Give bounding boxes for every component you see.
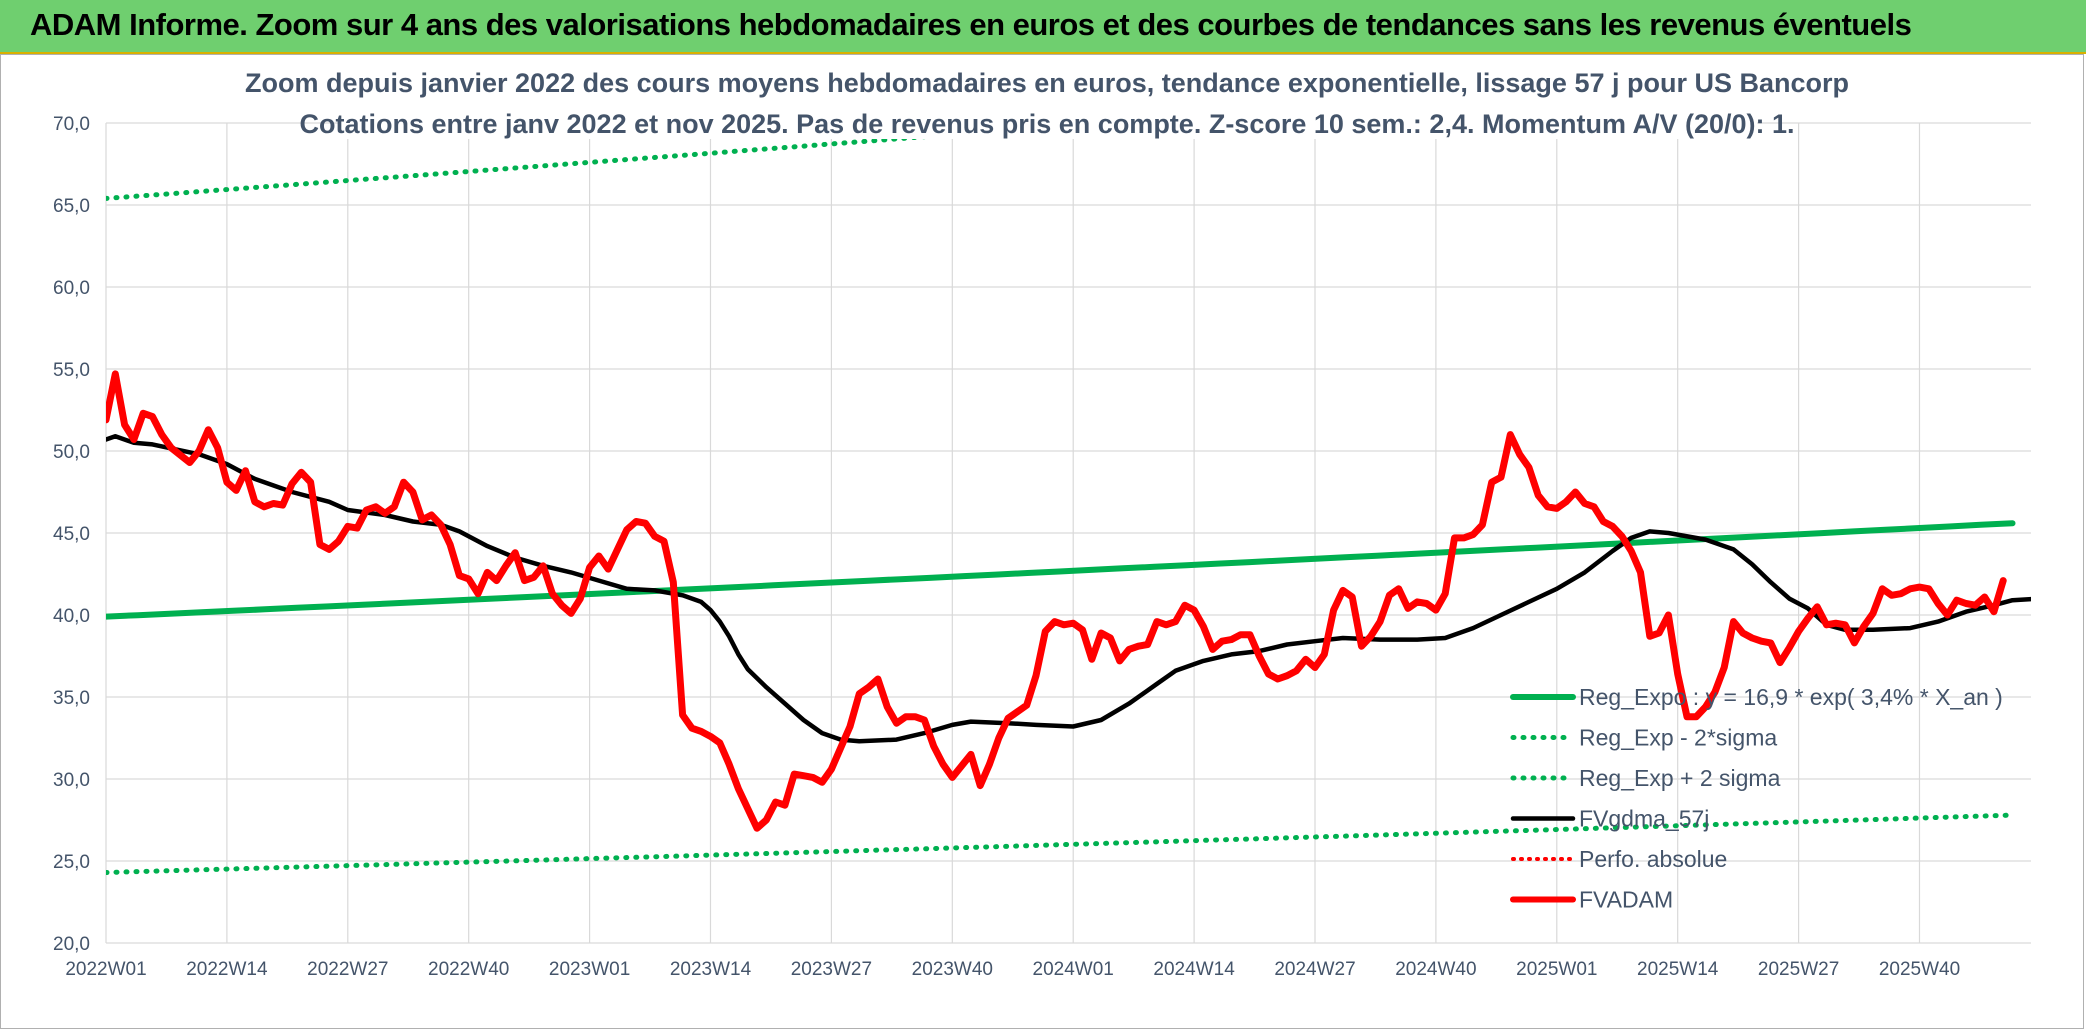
x-tick-label: 2023W14 (670, 959, 752, 980)
x-tick-label: 2023W27 (791, 959, 872, 980)
x-tick-label: 2025W14 (1637, 959, 1719, 980)
chart-title: Zoom depuis janvier 2022 des cours moyen… (245, 68, 1849, 98)
y-tick-label: 30,0 (53, 770, 90, 791)
y-tick-label: 50,0 (53, 442, 90, 463)
x-tick-label: 2024W27 (1274, 959, 1355, 980)
y-axis-ticks: 20,0 25,0 30,0 35,0 40,0 45,0 50,0 55,0 60,0 65,0… (53, 114, 90, 955)
legend-reg-minus-2sigma-label: Reg_Exp - 2*sigma (1579, 725, 1777, 751)
plot-area (106, 123, 2031, 875)
fvgdma-line (106, 433, 2031, 744)
y-tick-label: 45,0 (53, 524, 90, 545)
y-tick-label: 70,0 (53, 114, 90, 135)
chart-frame: 20,0 25,0 30,0 35,0 40,0 45,0 50,0 55,0 60,0 65,0… (0, 54, 2084, 1029)
legend-reg-expo-label: Reg_Expo : y = 16,9 * exp( 3,4% * X_an ) (1579, 684, 2003, 710)
grid-lines (105, 122, 2031, 944)
x-tick-label: 2022W01 (65, 959, 146, 980)
y-tick-label: 25,0 (53, 852, 90, 873)
subtitle-background (339, 103, 1757, 139)
x-tick-label: 2022W14 (186, 959, 268, 980)
x-tick-label: 2024W01 (1033, 959, 1114, 980)
reg-expo-line (106, 520, 2016, 620)
y-tick-label: 40,0 (53, 606, 90, 627)
y-tick-label: 60,0 (53, 278, 90, 299)
x-tick-label: 2025W01 (1516, 959, 1597, 980)
fvadam-line (106, 370, 2007, 832)
x-axis-ticks: 2022W01 2022W14 2022W27 2022W40 2023W01 2023W… (65, 959, 1960, 980)
x-tick-label: 2022W40 (428, 959, 509, 980)
legend: Reg_Expo : y = 16,9 * exp( 3,4% * X_an )… (1510, 684, 2003, 913)
line-chart: 20,0 25,0 30,0 35,0 40,0 45,0 50,0 55,0 60,0 65,0… (53, 63, 2031, 980)
y-tick-label: 55,0 (53, 360, 90, 381)
reg-minus-2sigma-line (106, 812, 2015, 875)
x-tick-label: 2022W27 (307, 959, 388, 980)
legend-reg-plus-2sigma-label: Reg_Exp + 2 sigma (1579, 765, 1781, 791)
legend-fvadam-label: FVADAM (1579, 887, 1673, 913)
reg-plus-2sigma-line (106, 123, 1134, 201)
x-tick-label: 2024W40 (1395, 959, 1476, 980)
x-tick-label: 2025W27 (1758, 959, 1839, 980)
title-banner: ADAM Informe. Zoom sur 4 ans des valoris… (0, 0, 2086, 54)
legend-perfo-absolue-label: Perfo. absolue (1579, 846, 1727, 872)
x-tick-label: 2025W40 (1879, 959, 1960, 980)
x-tick-label: 2023W01 (549, 959, 630, 980)
y-tick-label: 65,0 (53, 196, 90, 217)
chart-subtitle: Cotations entre janv 2022 et nov 2025. P… (299, 109, 1794, 139)
x-tick-label: 2024W14 (1153, 959, 1235, 980)
x-tick-label: 2023W40 (912, 959, 993, 980)
title-background (339, 63, 1757, 99)
legend-fvgdma-label: FVgdma_57j (1579, 806, 1709, 832)
y-tick-label: 20,0 (53, 934, 90, 955)
page-title: ADAM Informe. Zoom sur 4 ans des valoris… (30, 7, 1912, 42)
y-tick-label: 35,0 (53, 688, 90, 709)
